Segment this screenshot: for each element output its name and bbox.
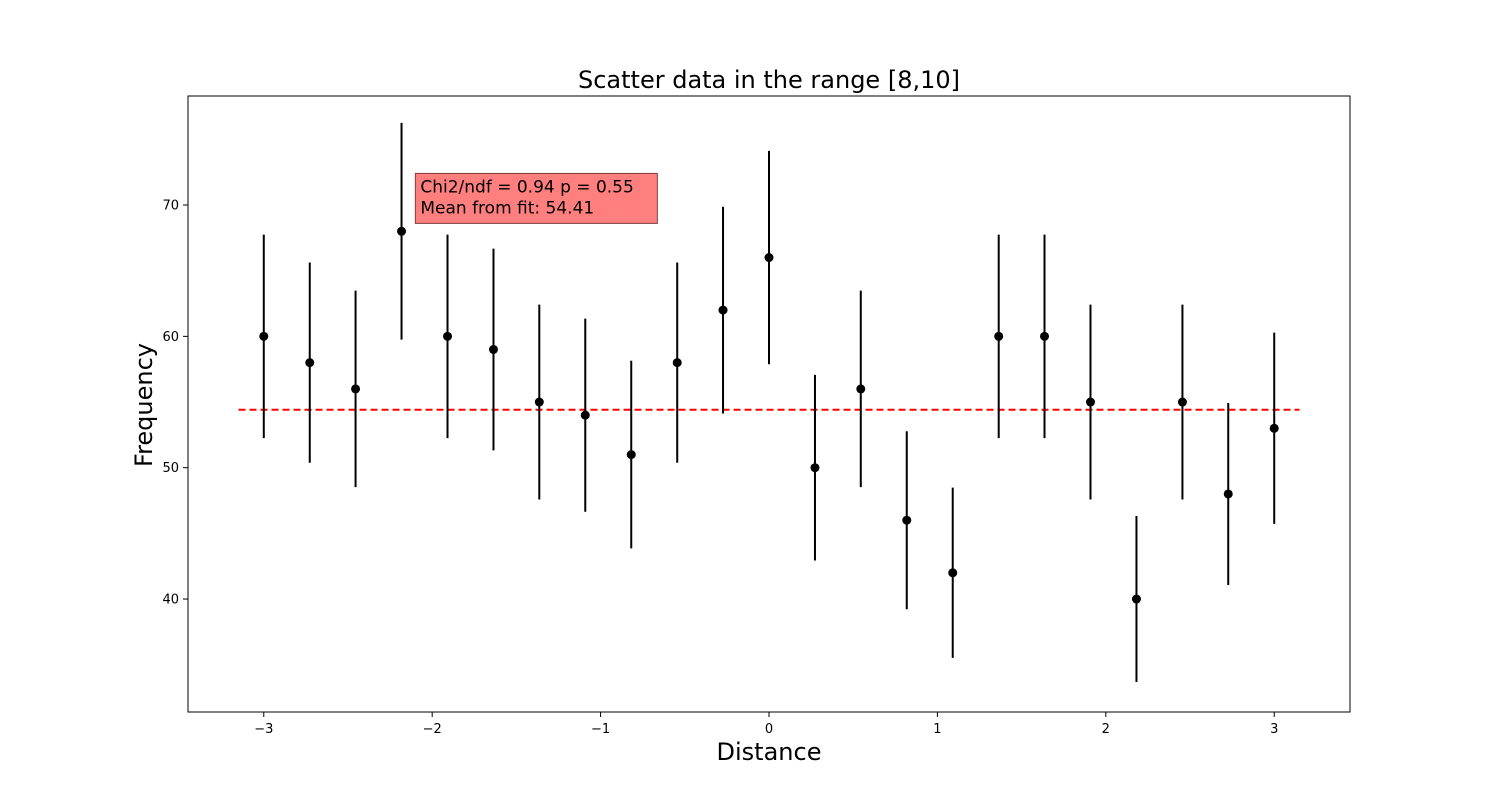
data-point <box>534 397 544 407</box>
data-point <box>397 226 407 236</box>
data-point <box>1177 397 1187 407</box>
data-points <box>259 226 1279 604</box>
data-point <box>810 463 820 473</box>
chart-title: Scatter data in the range [8,10] <box>578 66 960 94</box>
data-point <box>1085 397 1095 407</box>
y-axis-label: Frequency <box>130 343 158 467</box>
data-point <box>856 384 866 394</box>
data-point <box>351 384 361 394</box>
data-point <box>994 331 1004 341</box>
x-tick-label: −2 <box>423 722 442 737</box>
data-point <box>672 358 682 368</box>
x-axis: −3 −2 −1 0 1 2 3 <box>254 712 1278 737</box>
data-point <box>305 358 315 368</box>
x-tick-label: 1 <box>933 722 941 737</box>
data-point <box>259 331 269 341</box>
x-tick-label: 0 <box>765 722 773 737</box>
y-tick-label: 70 <box>162 199 179 214</box>
data-point <box>764 253 774 263</box>
y-tick-label: 40 <box>162 593 179 608</box>
data-point <box>488 344 498 354</box>
annotation-line: Mean from fit: 54.41 <box>420 198 594 218</box>
data-point <box>443 331 453 341</box>
data-point <box>580 410 590 420</box>
data-point <box>626 450 636 460</box>
data-point <box>1131 594 1141 604</box>
x-tick-label: 2 <box>1102 722 1110 737</box>
data-point <box>1040 331 1050 341</box>
annotation-box <box>414 172 658 224</box>
y-tick-label: 60 <box>162 330 179 345</box>
x-tick-label: 3 <box>1270 722 1278 737</box>
data-point <box>718 305 728 315</box>
y-tick-label: 50 <box>162 461 179 476</box>
x-tick-label: −1 <box>591 722 610 737</box>
x-tick-label: −3 <box>254 722 273 737</box>
annotation-line: Chi2/ndf = 0.94 p = 0.55 <box>420 177 633 197</box>
data-point <box>1223 489 1233 499</box>
data-point <box>948 568 958 578</box>
x-axis-label: Distance <box>717 738 822 766</box>
data-point <box>902 515 912 525</box>
data-point <box>1269 423 1279 433</box>
y-axis: 40 50 60 70 <box>162 199 188 608</box>
